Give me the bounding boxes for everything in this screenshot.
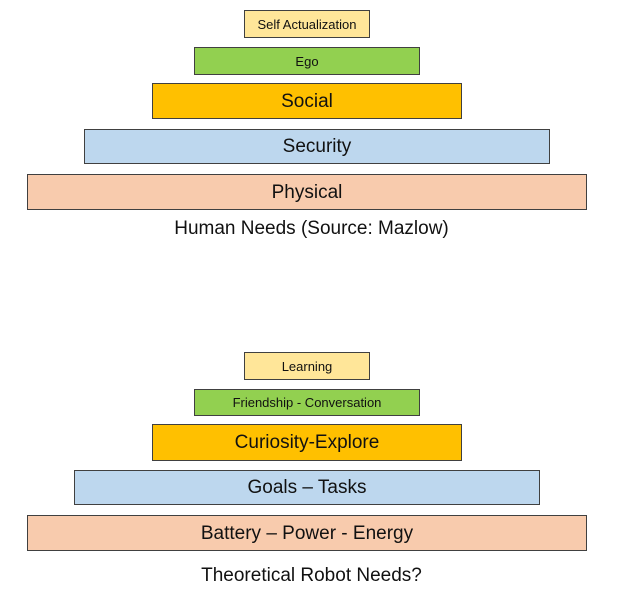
physical-level: Physical xyxy=(27,174,587,210)
security-level: Security xyxy=(84,129,550,164)
self-actualization-level: Self Actualization xyxy=(244,10,370,38)
curiosity-explore-level: Curiosity-Explore xyxy=(152,424,462,461)
human-needs-caption: Human Needs (Source: Mazlow) xyxy=(174,218,449,239)
learning-level: Learning xyxy=(244,352,370,380)
ego-level: Ego xyxy=(194,47,420,75)
battery-power-energy-level: Battery – Power - Energy xyxy=(27,515,587,551)
robot-needs-caption: Theoretical Robot Needs? xyxy=(201,565,422,586)
social-level: Social xyxy=(152,83,462,119)
goals-tasks-level: Goals – Tasks xyxy=(74,470,540,505)
friendship-conversation-level: Friendship - Conversation xyxy=(194,389,420,416)
